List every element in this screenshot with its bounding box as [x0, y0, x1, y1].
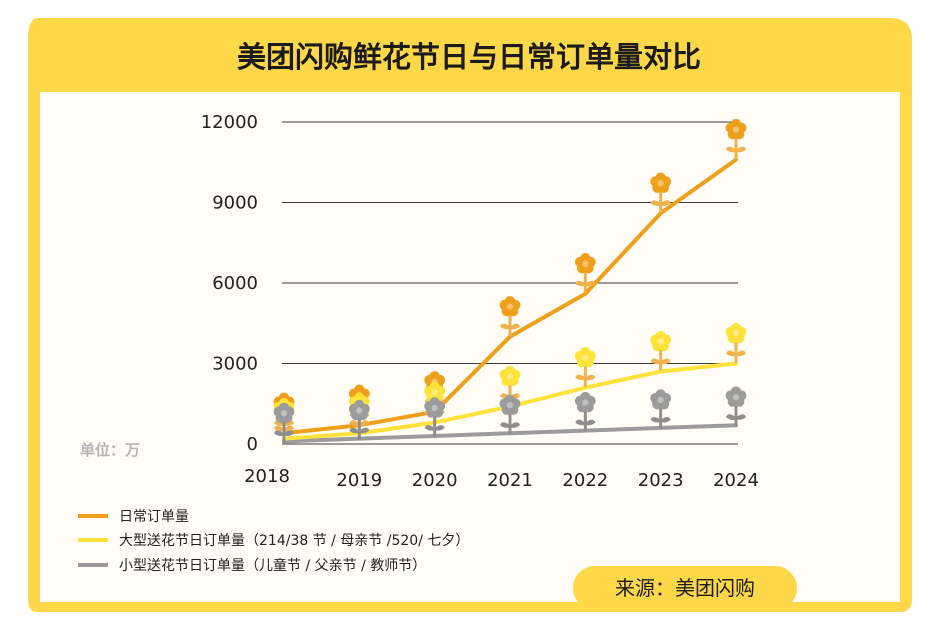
flower-marker-s0-2022	[574, 253, 596, 294]
flower-marker-s1-2022	[574, 346, 596, 388]
flower-markers	[273, 118, 747, 443]
x-tick-label: 2021	[487, 470, 533, 491]
chart-title: 美团闪购鲜花节日与日常订单量对比	[237, 40, 701, 74]
legend-label-daily: 日常订单量	[119, 509, 189, 525]
x-tick-label: 2023	[638, 470, 684, 491]
y-tick-label: 6000	[212, 273, 258, 294]
legend: 日常订单量 大型送花节日订单量（214/38 节 / 母亲节 /520/ 七夕）…	[78, 509, 469, 574]
flower-marker-s1-2024	[725, 322, 747, 363]
unit-label: 单位：万	[80, 441, 140, 459]
y-tick-label: 3000	[212, 354, 258, 375]
source-badge	[573, 566, 797, 610]
y-tick-label: 0	[247, 434, 258, 455]
x-axis: 2018 2019 2020 2021 2022 2023 2024	[244, 466, 759, 491]
x-tick-label: 2018	[244, 466, 290, 487]
y-tick-label: 9000	[212, 193, 258, 214]
y-axis: 0 3000 6000 9000 12000	[201, 112, 258, 455]
flower-marker-s2-2018	[273, 402, 295, 443]
x-tick-label: 2019	[336, 470, 382, 491]
flower-marker-s2-2021	[499, 394, 521, 435]
flower-marker-s2-2024	[725, 386, 747, 427]
legend-label-small-festival: 小型送花节日订单量（儿童节 / 父亲节 / 教师节）	[119, 557, 426, 574]
x-tick-label: 2022	[562, 470, 608, 491]
chart-panel	[40, 92, 900, 602]
flower-marker-s0-2024	[725, 118, 747, 160]
flower-marker-s1-2023	[650, 330, 672, 372]
flower-marker-s0-2021	[499, 295, 521, 337]
flower-marker-s2-2020	[424, 397, 446, 438]
flower-marker-s0-2023	[650, 172, 672, 213]
legend-label-large-festival: 大型送花节日订单量（214/38 节 / 母亲节 /520/ 七夕）	[119, 533, 469, 549]
flower-marker-s2-2022	[574, 391, 596, 433]
y-tick-label: 12000	[201, 112, 258, 133]
flower-marker-s2-2023	[650, 389, 672, 430]
x-tick-label: 2020	[412, 470, 458, 491]
source-label: 来源：美团闪购	[615, 576, 755, 600]
flower-marker-s2-2019	[348, 399, 370, 441]
x-tick-label: 2024	[713, 470, 759, 491]
